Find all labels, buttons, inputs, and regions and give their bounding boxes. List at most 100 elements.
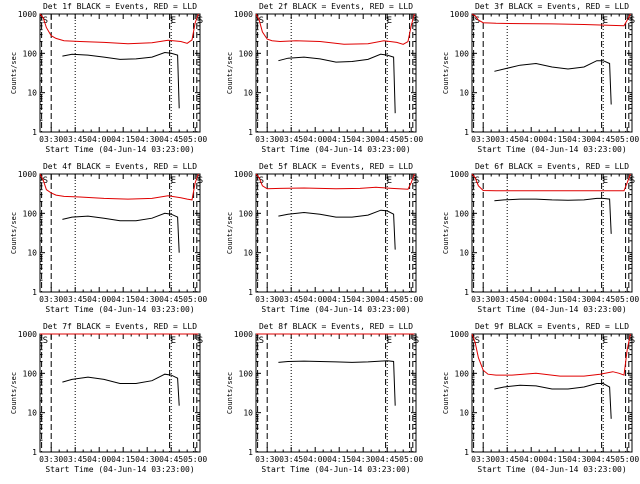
y-tick-label: 10 xyxy=(243,89,253,98)
x-tick-label: 04:00 xyxy=(87,135,111,144)
x-axis-label: Start Time (04-Jun-14 03:23:00) xyxy=(45,305,194,314)
axes-frame xyxy=(255,173,417,293)
panel-title: Det 5f BLACK = Events, RED = LLD xyxy=(259,162,413,171)
x-tick-label: 04:30 xyxy=(135,455,159,464)
panel-det-2: Det 2f BLACK = Events, RED = LLD Counts/s… xyxy=(226,2,423,154)
series-line-lld xyxy=(471,333,631,377)
marker-label: E xyxy=(171,176,176,186)
marker-label: S xyxy=(475,176,480,186)
y-tick-label: 100 xyxy=(23,369,38,378)
series-line-lld xyxy=(255,173,415,190)
x-tick-label: 04:45 xyxy=(375,135,399,144)
marker-label: S xyxy=(198,16,203,26)
x-tick-label: 03:30 xyxy=(39,455,63,464)
x-tick-label: 04:45 xyxy=(591,455,615,464)
y-tick-label: 10 xyxy=(459,249,469,258)
x-tick-label: 04:00 xyxy=(519,455,543,464)
panel-det-5: Det 5f BLACK = Events, RED = LLD Counts/s… xyxy=(226,162,423,314)
marker-label: S xyxy=(259,336,264,346)
y-tick-label: 100 xyxy=(239,49,254,58)
x-tick-label: 04:15 xyxy=(327,135,351,144)
axes-frame xyxy=(255,13,417,133)
axes-frame xyxy=(39,333,201,453)
marker-label: S xyxy=(630,336,635,346)
x-tick-label: 04:00 xyxy=(303,455,327,464)
axes-frame xyxy=(471,13,633,133)
y-tick-label: 1 xyxy=(464,448,469,457)
y-tick-label: 1000 xyxy=(234,330,253,339)
x-tick-label: 05:00 xyxy=(615,295,639,304)
y-tick-label: 10 xyxy=(243,409,253,418)
y-axis-label: Counts/sec xyxy=(10,372,18,414)
x-tick-label: 03:45 xyxy=(63,295,87,304)
x-axis-label: Start Time (04-Jun-14 03:23:00) xyxy=(45,465,194,474)
panel-title: Det 1f BLACK = Events, RED = LLD xyxy=(43,2,197,11)
marker-label: E xyxy=(603,336,608,346)
x-tick-label: 04:15 xyxy=(111,455,135,464)
series-line-events xyxy=(494,60,612,105)
marker-label: E xyxy=(387,16,392,26)
series-line-lld xyxy=(39,173,199,201)
panel-det-7: Det 7f BLACK = Events, RED = LLD Counts/s… xyxy=(10,322,207,474)
axes-frame xyxy=(471,173,633,293)
panel-det-3: Det 3f BLACK = Events, RED = LLD Counts/s… xyxy=(442,2,639,154)
x-axis-label: Start Time (04-Jun-14 03:23:00) xyxy=(45,145,194,154)
x-tick-label: 04:45 xyxy=(159,295,183,304)
x-tick-label: 05:00 xyxy=(399,295,423,304)
panel-det-1: Det 1f BLACK = Events, RED = LLD Counts/s… xyxy=(10,2,207,154)
marker-label: S xyxy=(259,16,264,26)
y-tick-label: 1000 xyxy=(234,10,253,19)
x-tick-label: 05:00 xyxy=(183,135,207,144)
x-tick-label: 05:00 xyxy=(183,455,207,464)
x-tick-label: 04:15 xyxy=(111,135,135,144)
x-tick-label: 03:30 xyxy=(471,455,495,464)
y-tick-label: 10 xyxy=(459,89,469,98)
x-tick-label: 04:45 xyxy=(375,295,399,304)
x-tick-label: 04:45 xyxy=(591,135,615,144)
marker-label: S xyxy=(259,176,264,186)
x-tick-label: 04:00 xyxy=(519,135,543,144)
marker-label: S xyxy=(475,336,480,346)
x-tick-label: 04:30 xyxy=(351,295,375,304)
x-axis-label: Start Time (04-Jun-14 03:23:00) xyxy=(477,305,626,314)
y-axis-label: Counts/sec xyxy=(226,212,234,254)
x-tick-label: 04:15 xyxy=(543,455,567,464)
x-tick-label: 04:45 xyxy=(591,295,615,304)
x-tick-label: 03:45 xyxy=(495,135,519,144)
y-tick-label: 1000 xyxy=(234,170,253,179)
y-tick-label: 1 xyxy=(248,128,253,137)
series-line-events xyxy=(278,53,396,114)
x-tick-label: 04:00 xyxy=(87,455,111,464)
x-tick-label: 04:30 xyxy=(135,135,159,144)
y-tick-label: 1000 xyxy=(18,10,37,19)
panel-title: Det 2f BLACK = Events, RED = LLD xyxy=(259,2,413,11)
x-tick-label: 04:30 xyxy=(567,295,591,304)
series-line-lld xyxy=(39,13,199,45)
axes-frame xyxy=(39,13,201,133)
y-tick-label: 1000 xyxy=(18,170,37,179)
x-tick-label: 03:45 xyxy=(63,135,87,144)
y-axis-label: Counts/sec xyxy=(226,52,234,94)
x-tick-label: 05:00 xyxy=(615,135,639,144)
marker-label: S xyxy=(630,16,635,26)
panel-title: Det 7f BLACK = Events, RED = LLD xyxy=(43,322,197,331)
x-tick-label: 03:45 xyxy=(63,455,87,464)
panel-title: Det 4f BLACK = Events, RED = LLD xyxy=(43,162,197,171)
x-tick-label: 04:15 xyxy=(327,455,351,464)
series-line-lld xyxy=(471,173,631,192)
y-tick-label: 1 xyxy=(464,288,469,297)
series-line-events xyxy=(62,373,180,406)
series-line-events xyxy=(62,212,180,253)
marker-label: S xyxy=(414,176,419,186)
series-line-events xyxy=(494,383,612,419)
y-tick-label: 100 xyxy=(23,209,38,218)
x-tick-label: 04:15 xyxy=(327,295,351,304)
panel-det-4: Det 4f BLACK = Events, RED = LLD Counts/s… xyxy=(10,162,207,314)
series-line-lld xyxy=(471,13,631,27)
y-axis-label: Counts/sec xyxy=(226,372,234,414)
x-tick-label: 03:45 xyxy=(279,455,303,464)
y-tick-label: 1000 xyxy=(450,330,469,339)
x-tick-label: 04:00 xyxy=(87,295,111,304)
x-tick-label: 03:30 xyxy=(39,135,63,144)
